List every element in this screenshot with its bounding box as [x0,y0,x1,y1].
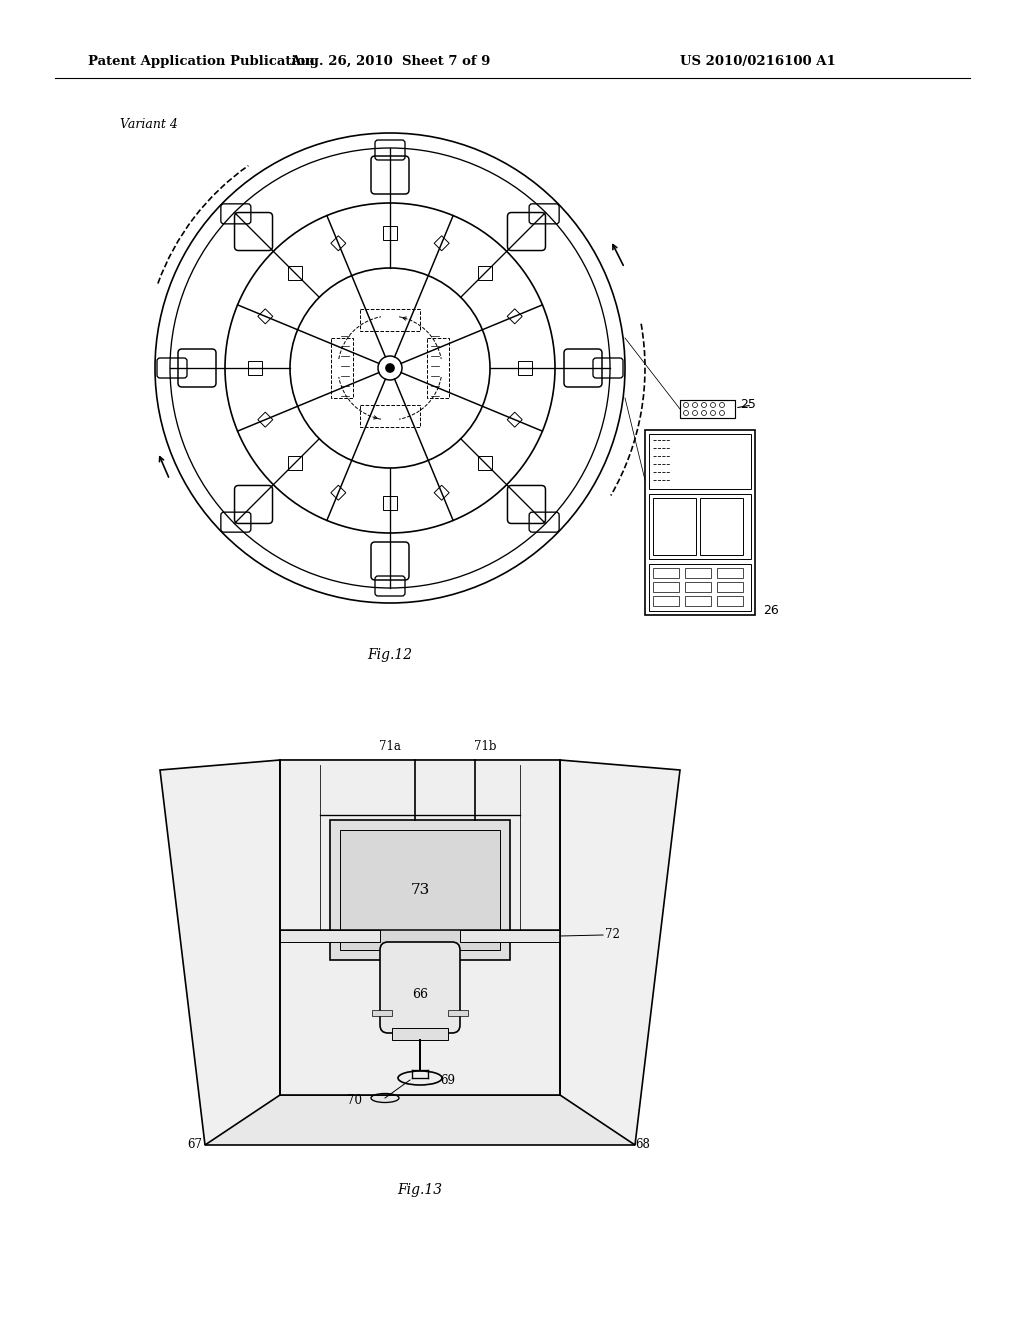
Bar [717,582,743,591]
Text: 26: 26 [763,603,778,616]
Bar [518,360,532,375]
Bar [248,360,262,375]
Text: Variant 4: Variant 4 [120,119,178,132]
Text: Fig.13: Fig.13 [397,1183,442,1197]
Bar [649,434,751,488]
Polygon shape [205,1096,635,1144]
Polygon shape [160,760,280,1144]
Bar [360,309,420,331]
Text: 71b: 71b [474,741,497,754]
Text: 72: 72 [605,928,620,941]
Bar [330,820,510,960]
Bar [717,597,743,606]
Circle shape [386,364,394,372]
Text: 71a: 71a [379,741,401,754]
Polygon shape [560,760,680,1144]
Bar [460,931,560,942]
Text: 68: 68 [635,1138,650,1151]
Bar [478,265,493,280]
Bar [427,338,449,399]
Text: 25: 25 [740,399,756,412]
Polygon shape [280,760,560,1096]
Text: 67: 67 [187,1138,202,1151]
Bar [685,568,711,578]
Text: 66: 66 [412,989,428,1002]
Bar [331,338,353,399]
Bar [288,457,301,470]
Bar [383,226,397,240]
Bar [383,496,397,510]
Bar [717,568,743,578]
Bar [288,265,301,280]
Bar [645,430,755,615]
Bar [653,582,679,591]
Text: Aug. 26, 2010  Sheet 7 of 9: Aug. 26, 2010 Sheet 7 of 9 [290,55,490,69]
Bar [685,597,711,606]
Bar [680,400,735,418]
Text: 73: 73 [411,883,430,898]
Bar [649,564,751,611]
Text: Fig.12: Fig.12 [368,648,413,663]
Bar [392,1028,449,1040]
Bar [649,494,751,558]
Text: Patent Application Publication: Patent Application Publication [88,55,314,69]
Bar [360,405,420,426]
Bar [653,498,696,554]
Bar [700,498,743,554]
Bar [478,457,493,470]
Bar [449,1010,468,1016]
Bar [280,931,380,942]
Bar [372,1010,392,1016]
Text: 70: 70 [347,1093,362,1106]
Bar [685,582,711,591]
Text: 69: 69 [440,1073,455,1086]
Bar [340,830,500,950]
Polygon shape [280,760,560,1096]
Bar [653,597,679,606]
Text: US 2010/0216100 A1: US 2010/0216100 A1 [680,55,836,69]
FancyBboxPatch shape [380,942,460,1034]
Bar [653,568,679,578]
